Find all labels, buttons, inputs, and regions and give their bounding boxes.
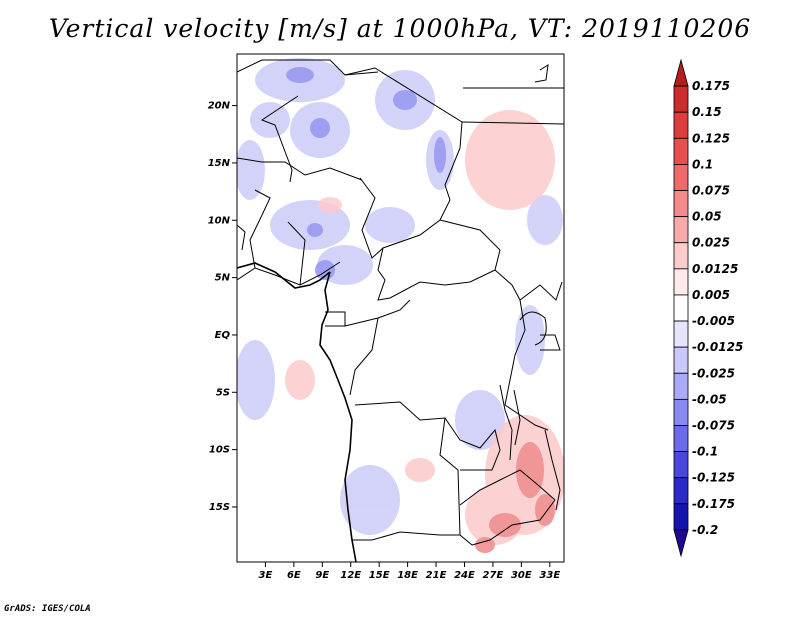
colorbar-segment	[673, 242, 689, 270]
colorbar: 0.175 0.15 0.125 0.1 0.075 0.05 0.025 0.0125 0.0…	[673, 58, 743, 558]
colorbar-label: -0.005	[692, 314, 735, 328]
country-borders	[237, 59, 564, 546]
colorbar-label: 0.05	[692, 210, 722, 224]
lon-tick-label: 18E	[397, 570, 418, 581]
colorbar-segment	[673, 85, 689, 113]
lat-tick-label: 20N	[208, 101, 231, 112]
colorbar-segment	[673, 294, 689, 322]
lat-tick-label: 10N	[208, 215, 231, 226]
colorbar-segment	[673, 137, 689, 165]
colorbar-label: -0.2	[692, 523, 718, 537]
colorbar-label: 0.025	[692, 236, 730, 250]
lon-tick-label: 15E	[369, 570, 390, 581]
lon-tick-label: 3E	[259, 570, 273, 581]
colorbar-segment	[673, 190, 689, 218]
colorbar-segment	[673, 425, 689, 452]
colorbar-segment	[673, 320, 689, 348]
lon-tick-label: 27E	[483, 570, 504, 581]
colorbar-label: 0.125	[692, 131, 730, 145]
lat-tick-label: 15S	[209, 502, 230, 513]
lat-tick-label: EQ	[215, 330, 231, 341]
longitude-axis: 3E 6E 9E 12E 15E 18E 21E 24E 27E 30E 33E	[259, 562, 560, 581]
colorbar-segment	[673, 398, 689, 426]
lon-tick-label: 6E	[287, 570, 301, 581]
colorbar-label: -0.175	[692, 497, 735, 511]
lat-tick-label: 10S	[209, 445, 230, 456]
colorbar-segment	[673, 164, 689, 191]
colorbar-label: -0.05	[692, 392, 727, 406]
colorbar-top-arrow	[673, 58, 689, 87]
colorbar-bottom-arrow	[673, 529, 689, 558]
colorbar-label: 0.1	[692, 157, 713, 171]
lat-tick-label: 5S	[216, 387, 230, 398]
coastlines	[237, 262, 357, 562]
colorbar-segment	[673, 451, 689, 479]
lon-tick-label: 30E	[511, 570, 532, 581]
colorbar-label: 0.075	[692, 184, 730, 198]
chart-title: Vertical velocity [m/s] at 1000hPa, VT: …	[48, 14, 752, 43]
colorbar-label: -0.025	[692, 366, 735, 380]
grads-credit: GrADS: IGES/COLA	[4, 604, 91, 614]
map-frame	[236, 53, 565, 563]
lat-tick-label: 5N	[215, 273, 231, 284]
velocity-field	[237, 58, 564, 553]
latitude-axis: 20N 15N 10N 5N EQ 5S 10S 15S	[208, 101, 237, 513]
colorbar-label: -0.125	[692, 471, 735, 485]
colorbar-segment	[673, 111, 689, 139]
lat-tick-label: 15N	[208, 158, 231, 169]
colorbar-label: 0.005	[692, 288, 730, 302]
colorbar-label: -0.0125	[692, 340, 743, 354]
lon-tick-label: 24E	[454, 570, 475, 581]
colorbar-label: 0.15	[692, 105, 722, 119]
colorbar-segment	[673, 346, 689, 374]
colorbar-segment	[673, 372, 689, 400]
lon-tick-label: 9E	[315, 570, 329, 581]
colorbar-segment	[673, 268, 689, 296]
lon-tick-label: 12E	[340, 570, 361, 581]
colorbar-label: 0.0125	[692, 262, 738, 276]
lon-tick-label: 21E	[426, 570, 447, 581]
colorbar-segment	[673, 477, 689, 505]
colorbar-segment	[673, 503, 689, 531]
colorbar-label: -0.075	[692, 418, 735, 432]
lon-tick-label: 33E	[539, 570, 560, 581]
colorbar-segment	[673, 216, 689, 244]
colorbar-label: 0.175	[692, 79, 730, 93]
colorbar-label: -0.1	[692, 445, 718, 459]
